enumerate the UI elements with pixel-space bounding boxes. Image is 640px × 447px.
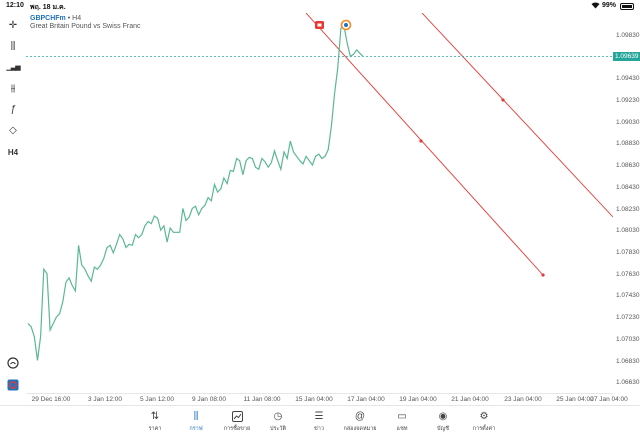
tab-label: การซื้อขาย [223,426,251,432]
time-tick-label: 19 Jan 04:00 [399,396,437,403]
battery-icon [620,3,634,10]
time-tick-label: 5 Jan 12:00 [140,396,174,403]
current-price-badge: 1.09639 [613,52,640,62]
trendline-2[interactable] [421,13,613,218]
price-tick-label: 1.09830 [616,31,640,39]
price-tick-label: 1.06830 [616,357,640,365]
chart-icon: ⫼ [193,410,199,422]
settings-icon: ⚙ [479,410,489,422]
time-tick-label: 25 Jan 04:00 [556,396,594,403]
zoom-icon[interactable] [4,355,22,371]
time-tick-label: 9 Jan 08:00 [192,396,226,403]
tab-label: กราฟ [189,426,203,432]
tab-trade[interactable]: การซื้อขาย [216,409,258,433]
crosshair-icon[interactable]: ✛ [8,19,18,31]
tab-label: แชท [396,426,408,432]
chart-toolbar: ✛ ⫼ ▁▃▅ ⫵ ƒ ◇ H4 [0,13,26,393]
history-icon: ◷ [273,410,283,422]
price-chart[interactable] [26,13,613,393]
tab-mailbox[interactable]: @ กล่องจดหมาย [339,409,381,433]
price-tick-label: 1.08230 [616,205,640,213]
time-tick-label: 17 Jan 04:00 [347,396,385,403]
quotes-icon: ⇅ [150,410,160,422]
status-time: 12:10 [6,2,24,9]
tab-label: ราคา [148,426,162,432]
price-tick-label: 1.09430 [616,75,640,83]
tab-label: การตั้งค่า [472,426,496,432]
trade-icon [216,409,258,423]
time-tick-label: 15 Jan 04:00 [295,396,333,403]
news-icon: ☰ [314,410,324,422]
bottom-tab-bar: ⇅ ราคา ⫼ กราฟ การซื้อขาย ◷ ประวัติ ☰ ข่า… [0,405,640,447]
trendline-anchor[interactable] [419,139,423,143]
timeframe-label: H4 [72,15,82,22]
price-tick-label: 1.08630 [616,162,640,170]
indicators-icon[interactable]: ⫵ [10,82,16,94]
trade-marker-glyph [317,23,322,27]
one-click-trading-icon[interactable] [4,377,22,393]
tab-label: บัญชี [437,426,449,432]
chat-icon: ▭ [397,410,407,422]
time-tick-label: 23 Jan 04:00 [504,396,542,403]
tab-news[interactable]: ☰ ข่าว [298,409,340,433]
tab-settings[interactable]: ⚙ การตั้งค่า [463,409,505,433]
time-tick-label: 3 Jan 12:00 [88,396,122,403]
tab-chart[interactable]: ⫼ กราฟ [175,409,217,433]
price-tick-label: 1.07630 [616,270,640,278]
function-icon[interactable]: ƒ [10,103,16,115]
trendline-anchor[interactable] [541,273,545,277]
price-tick-label: 1.09230 [616,96,640,104]
tab-quotes[interactable]: ⇅ ราคา [134,409,176,433]
time-tick-label: 21 Jan 04:00 [451,396,489,403]
tab-chat[interactable]: ▭ แชท [381,409,423,433]
mailbox-icon: @ [354,410,366,422]
price-tick-label: 1.07830 [616,248,640,256]
tab-label: ข่าว [314,426,324,432]
price-tick-label: 1.08430 [616,183,640,191]
price-tick-label: 1.09030 [616,118,640,126]
wifi-icon [591,2,600,11]
tab-label: ประวัติ [269,426,287,432]
time-tick-label: 11 Jan 08:00 [243,396,281,403]
price-axis[interactable]: 1.09830 1.09430 1.09230 1.09030 1.08830 1.086… [613,13,640,393]
price-tick-label: 1.07230 [616,314,640,322]
trendline-anchor[interactable] [501,98,505,102]
symbol-name: GBPCHFm [30,15,66,22]
tab-label: กล่องจดหมาย [343,426,377,432]
objects-icon[interactable]: ◇ [9,124,17,136]
timeframe-icon[interactable]: H4 [7,147,19,157]
symbol-description: Great Britain Pound vs Swiss Franc [30,23,141,30]
symbol-title: GBPCHFm • H4 [30,15,81,22]
price-tick-label: 1.06630 [616,379,640,387]
candles-icon[interactable]: ⫼ [10,40,16,52]
price-tick-label: 1.08030 [616,227,640,235]
time-axis[interactable]: 29 Dec 16:00 3 Jan 12:00 5 Jan 12:00 9 Jan … [26,393,628,405]
status-date: พฤ. 18 ม.ค. [30,4,66,11]
status-bar: 12:10 พฤ. 18 ม.ค. 99% [0,0,640,13]
time-tick-label: 29 Dec 16:00 [31,396,71,403]
price-tick-label: 1.08830 [616,140,640,148]
timeframe-sep: • [67,15,71,22]
price-series-line [27,24,364,361]
battery-percent: 99% [602,2,617,9]
bar-chart-icon[interactable]: ▁▃▅ [6,64,20,71]
alert-marker-dot [344,23,348,27]
price-tick-label: 1.07030 [616,335,640,343]
tab-account[interactable]: ◉ บัญชี [422,409,464,433]
time-tick-label: 27 Jan 04:00 [590,396,628,403]
trendline-1[interactable] [305,13,544,276]
price-tick-label: 1.07430 [616,292,640,300]
account-icon: ◉ [438,410,448,422]
tab-history[interactable]: ◷ ประวัติ [257,409,299,433]
